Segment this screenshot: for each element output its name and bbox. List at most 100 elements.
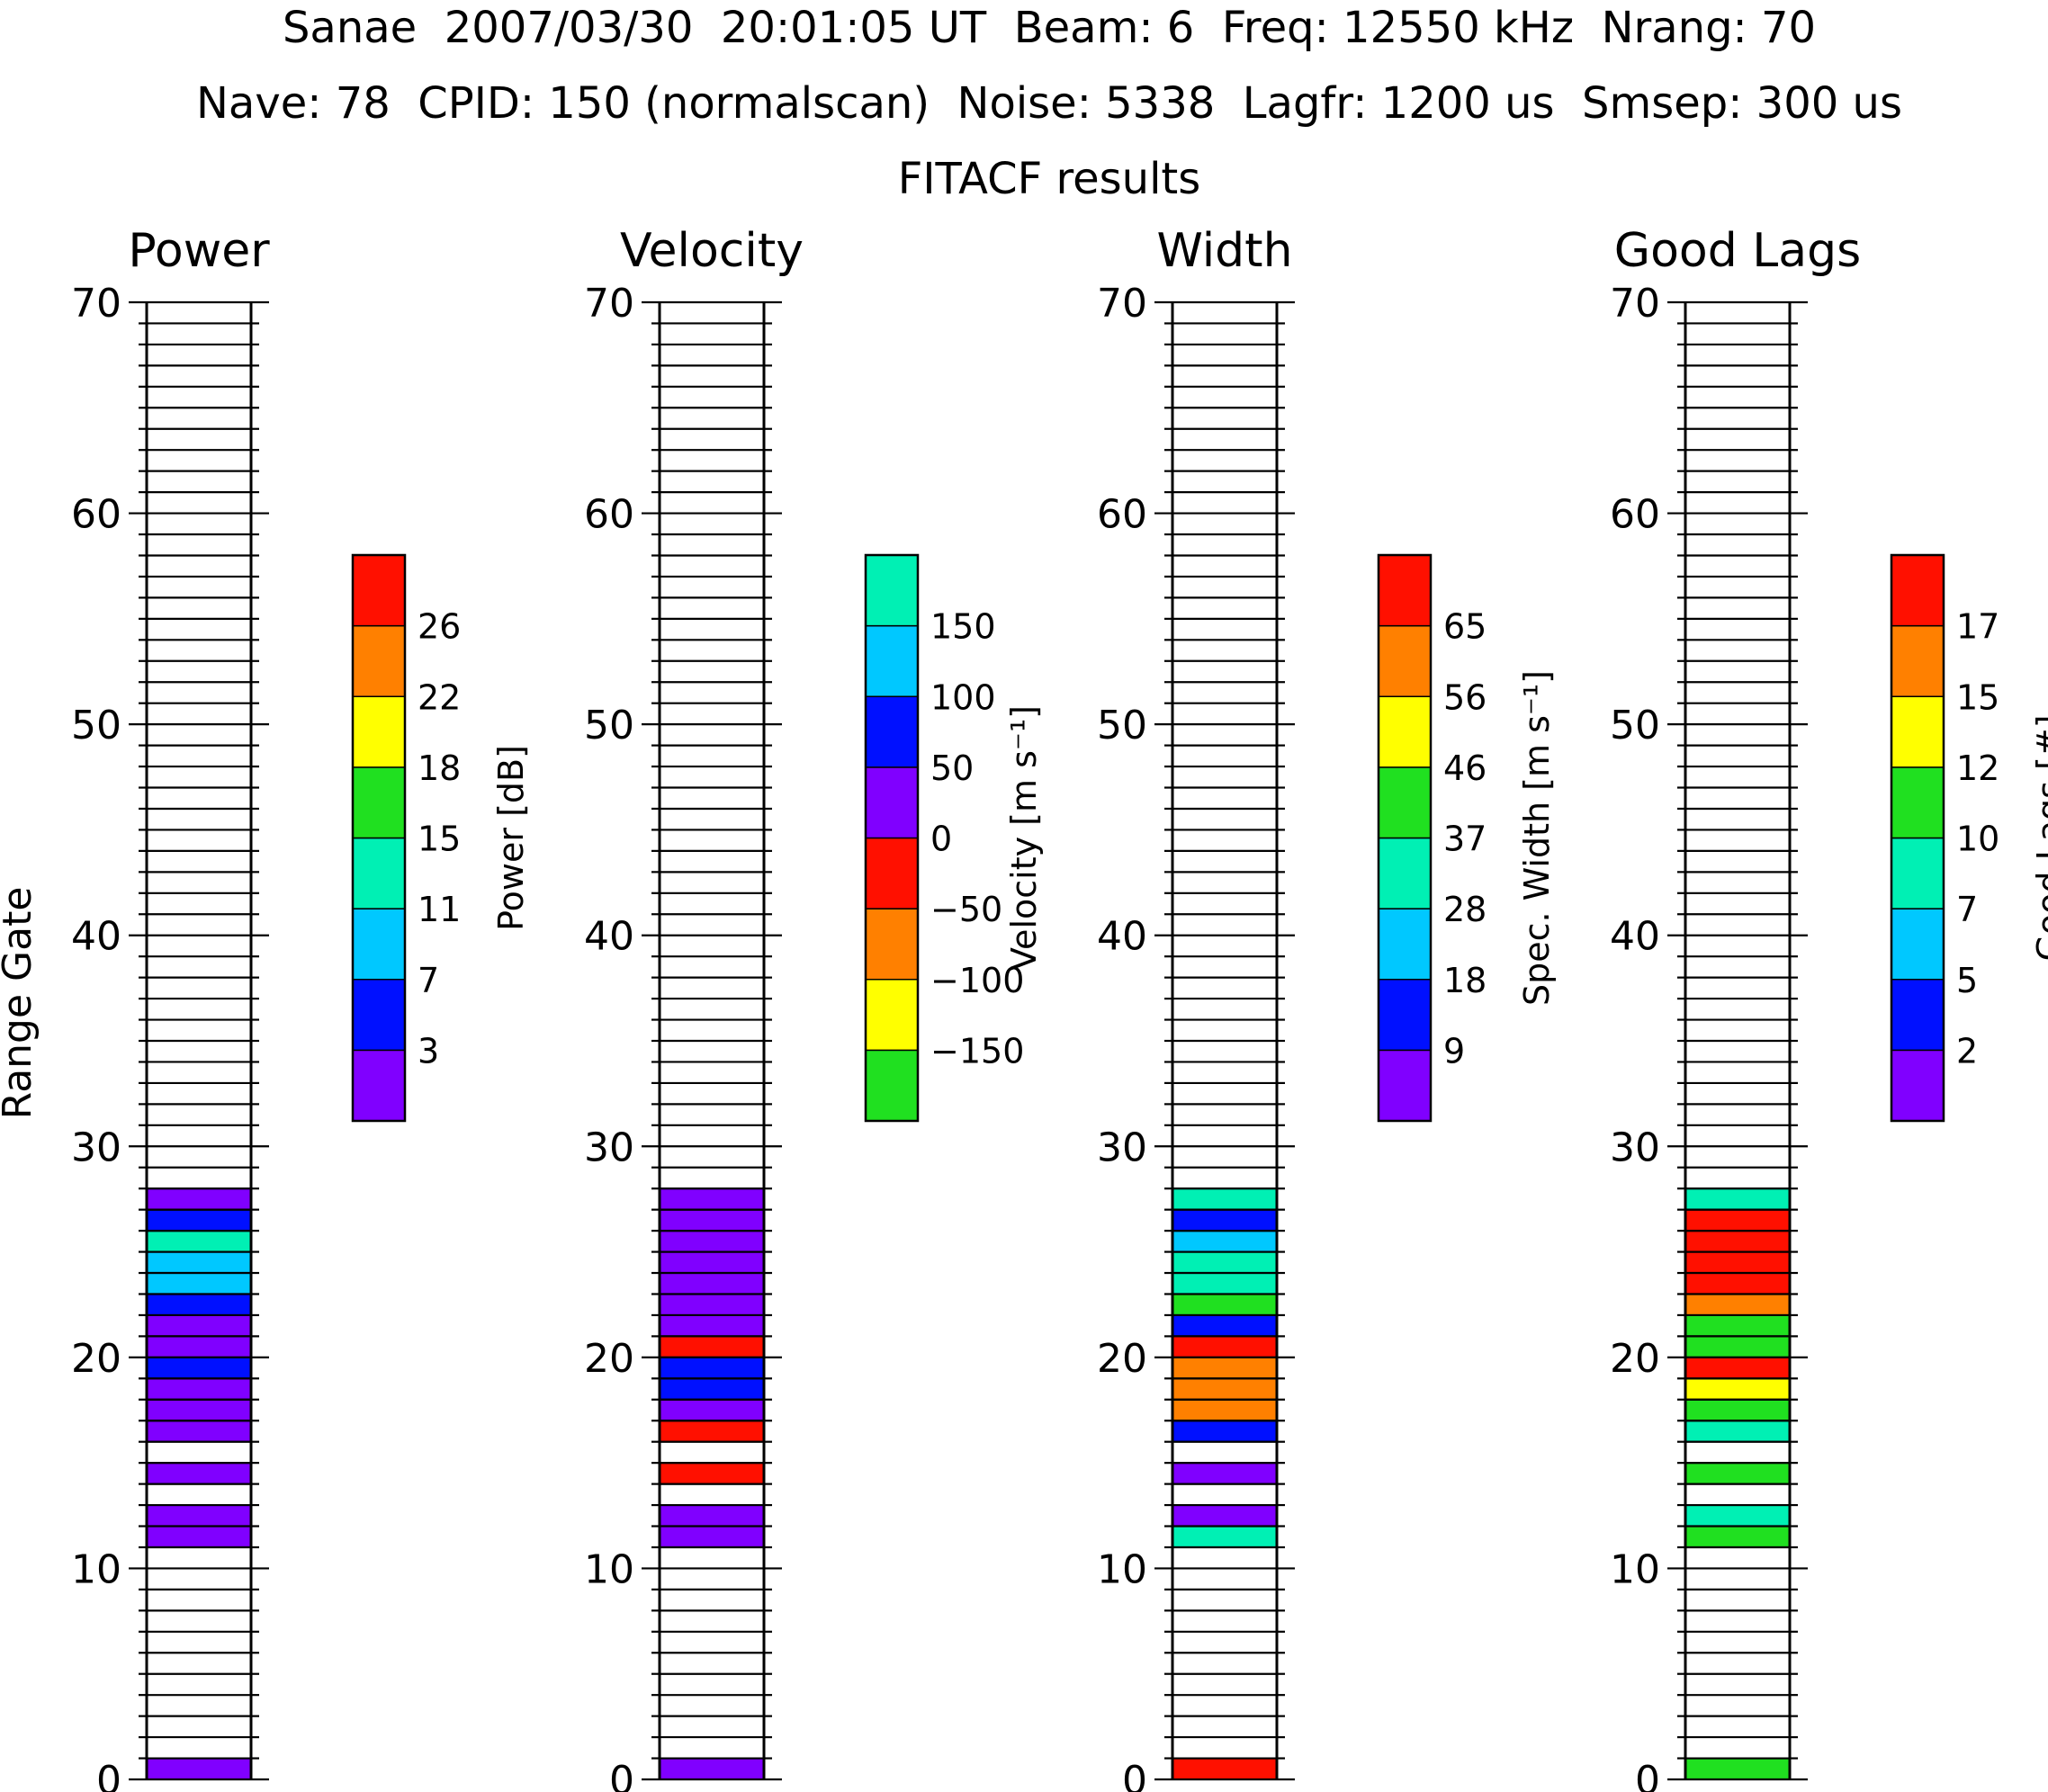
gate-cell — [1684, 1398, 1791, 1422]
colorbar-segment — [865, 554, 919, 627]
gate-cell — [659, 1293, 765, 1316]
gate-cell — [1172, 1335, 1278, 1358]
y-tick-label: 20 — [1097, 1336, 1147, 1382]
gate-cell — [1172, 1250, 1278, 1275]
gate-cell — [659, 1272, 765, 1295]
colorbar-tick-label: 3 — [418, 1031, 439, 1071]
colorbar-segment — [1891, 837, 1945, 909]
colorbar-tick-label: 150 — [930, 607, 996, 647]
gate-cell — [1684, 1525, 1791, 1548]
y-tick-label: 40 — [1610, 914, 1660, 960]
colorbar-tick-label: −100 — [930, 961, 1024, 1000]
colorbar-segment — [352, 766, 406, 839]
y-tick-label: 0 — [1122, 1758, 1147, 1792]
y-tick-label: 60 — [584, 492, 634, 538]
colorbar-segment — [1378, 979, 1432, 1052]
y-tick-label: 10 — [1097, 1546, 1147, 1592]
gate-cell — [1684, 1250, 1791, 1275]
colorbar-tick-label: 12 — [1956, 748, 1999, 788]
colorbar-segment — [1378, 1049, 1432, 1122]
gate-cell — [1172, 1757, 1278, 1780]
colorbar-tick-label: 0 — [930, 820, 952, 859]
gate-cell — [1172, 1462, 1278, 1485]
colorbar-tick-label: 15 — [1956, 677, 1999, 717]
y-tick-label: 0 — [1635, 1758, 1660, 1792]
colorbar-tick-label: 28 — [1443, 890, 1487, 929]
colorbar-segment — [352, 908, 406, 981]
y-tick-label: 70 — [1610, 281, 1660, 327]
panel-title: Width — [1156, 224, 1292, 278]
gate-cell — [1172, 1187, 1278, 1211]
colorbar-label: Velocity [m s⁻¹] — [1004, 705, 1044, 971]
colorbar-tick-label: 22 — [418, 677, 461, 717]
gate-cell — [659, 1377, 765, 1401]
y-tick-label: 50 — [71, 703, 121, 748]
gate-cell — [1684, 1293, 1791, 1316]
colorbar-segment — [865, 624, 919, 697]
gate-cell — [1684, 1313, 1791, 1338]
gate-cell — [659, 1208, 765, 1232]
colorbar-tick-label: 2 — [1956, 1031, 1978, 1071]
colorbar-segment — [865, 695, 919, 768]
gate-cell — [1172, 1313, 1278, 1338]
y-tick-label: 10 — [584, 1546, 634, 1592]
colorbar-segment — [865, 837, 919, 909]
gate-cell — [659, 1398, 765, 1422]
colorbar-tick-label: 9 — [1443, 1031, 1465, 1071]
gate-cell — [1684, 1187, 1791, 1211]
gate-cell — [1172, 1504, 1278, 1528]
colorbar-segment — [1378, 837, 1432, 909]
colorbar-segment — [1891, 554, 1945, 627]
colorbar-label: Spec. Width [m s⁻¹] — [1517, 670, 1557, 1006]
gate-cell — [146, 1335, 252, 1358]
y-tick-label: 50 — [1610, 703, 1660, 748]
panel-title: Good Lags — [1614, 224, 1861, 278]
gate-cell — [659, 1335, 765, 1358]
gate-cell — [1172, 1420, 1278, 1443]
gate-cell — [1172, 1398, 1278, 1422]
colorbar-label: Power [dB] — [491, 745, 531, 931]
gate-cell — [1684, 1272, 1791, 1295]
gate-cell — [1684, 1504, 1791, 1528]
gate-cell — [1684, 1230, 1791, 1253]
gate-cell — [1172, 1293, 1278, 1316]
gate-cell — [1172, 1208, 1278, 1232]
gate-cell — [1172, 1356, 1278, 1380]
colorbar-segment — [1378, 908, 1432, 981]
y-tick-label: 40 — [71, 914, 121, 960]
y-tick-label: 70 — [1097, 281, 1147, 327]
gate-cell — [659, 1230, 765, 1253]
gate-cell — [1684, 1462, 1791, 1485]
gate-cell — [659, 1525, 765, 1548]
y-tick-label: 50 — [584, 703, 634, 748]
gate-cell — [1684, 1208, 1791, 1232]
colorbar-tick-label: −50 — [930, 890, 1002, 929]
colorbar-segment — [1891, 766, 1945, 839]
y-tick-label: 0 — [609, 1758, 634, 1792]
colorbar-tick-label: 11 — [418, 890, 461, 929]
colorbar-tick-label: 10 — [1956, 820, 1999, 859]
colorbar-segment — [1891, 979, 1945, 1052]
colorbar-frame — [864, 553, 920, 1123]
y-tick-label: 40 — [1097, 914, 1147, 960]
panel-width: Width 0 10 20 30 40 50 60 70 9 18 28 37 46 56 65 Spec. W… — [1097, 224, 1557, 1792]
y-tick-label: 70 — [71, 281, 121, 327]
gate-cell — [146, 1293, 252, 1316]
y-tick-label: 40 — [584, 914, 634, 960]
y-tick-label: 60 — [71, 492, 121, 538]
colorbar-segment — [1378, 695, 1432, 768]
colorbar-segment — [352, 979, 406, 1052]
y-tick-label: 10 — [1610, 1546, 1660, 1592]
gate-cell — [1684, 1377, 1791, 1401]
colorbar-segment — [865, 908, 919, 981]
panel-title: Velocity — [620, 224, 804, 278]
gate-cell — [1172, 1230, 1278, 1253]
gate-cell — [146, 1250, 252, 1275]
panel-velocity: Velocity 0 10 20 30 40 50 60 70 −150 −100 −50 0 50 100… — [584, 224, 1044, 1792]
gate-cell — [146, 1377, 252, 1401]
gate-cell — [659, 1462, 765, 1485]
y-tick-label: 20 — [584, 1336, 634, 1382]
gate-cell — [1172, 1525, 1278, 1548]
colorbar-tick-label: 26 — [418, 607, 461, 647]
